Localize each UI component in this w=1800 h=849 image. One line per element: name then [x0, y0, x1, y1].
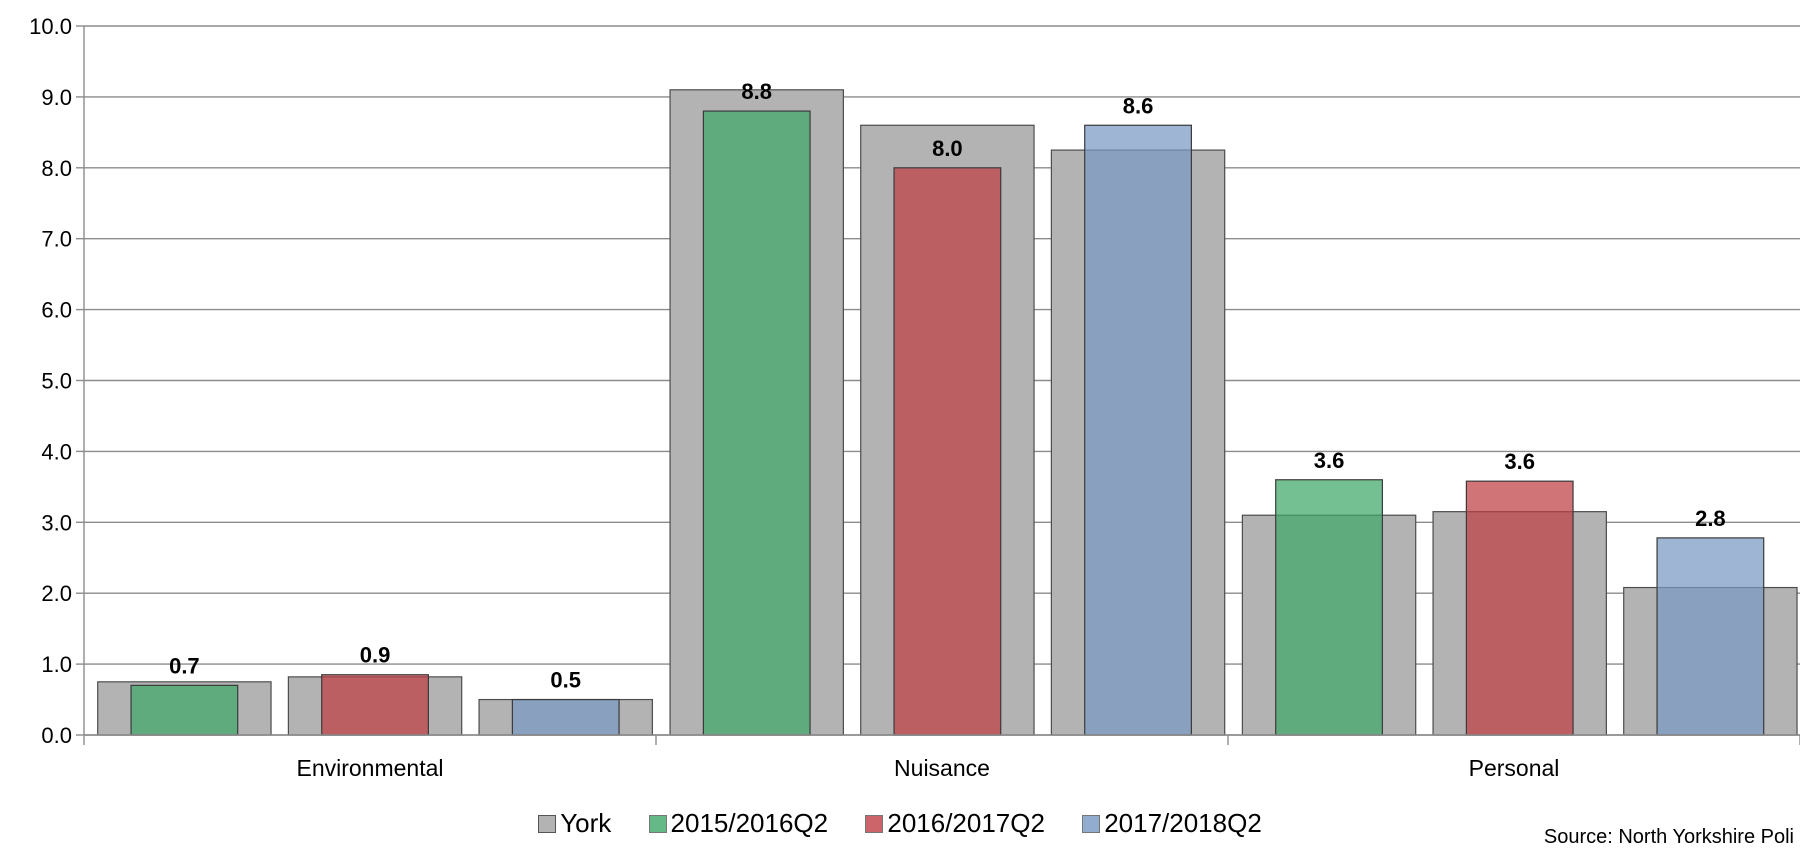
- bar-2017-2018q2-nuisance: [1084, 124, 1192, 736]
- bar-2016-2017q2-environmental: [321, 674, 429, 736]
- legend-label-2016-2017q2: 2016/2017Q2: [887, 808, 1045, 838]
- legend-label-york: York: [560, 808, 612, 838]
- bar-2016-2017q2-personal: [1465, 480, 1574, 736]
- data-label-2016-2017q2-personal: 3.6: [1504, 449, 1535, 474]
- y-tick-label-3-0: 3.0: [41, 510, 72, 535]
- y-tick-label-0-0: 0.0: [41, 723, 72, 748]
- bar-2017-2018q2-personal: [1656, 537, 1765, 736]
- x-tick-label-nuisance: Nuisance: [894, 755, 990, 781]
- data-label-2015-2016q2-environmental: 0.7: [169, 653, 200, 678]
- y-tick-label-7-0: 7.0: [41, 227, 72, 252]
- bar-2015-2016q2-nuisance: [702, 110, 811, 736]
- source-note: Source: North Yorkshire Poli: [1543, 826, 1794, 848]
- bar-2015-2016q2-environmental: [130, 684, 239, 736]
- legend-item-2015-2016q2: 2015/2016Q2: [648, 808, 829, 839]
- data-label-2017-2018q2-environmental: 0.5: [550, 668, 581, 693]
- data-label-2017-2018q2-personal: 2.8: [1695, 506, 1726, 531]
- legend-label-2017-2018q2: 2017/2018Q2: [1104, 808, 1262, 838]
- y-axis: 0.0 1.0 2.0 3.0 4.0 5.0 6.0 7.0 8.0 9.0 10.0: [29, 14, 85, 748]
- bar-2015-2016q2-personal: [1275, 479, 1383, 736]
- data-label-2015-2016q2-personal: 3.6: [1314, 448, 1345, 473]
- y-tick-label-9-0: 9.0: [41, 85, 72, 110]
- x-axis: Environmental Nuisance Personal: [83, 734, 1800, 781]
- x-tick-label-environmental: Environmental: [296, 755, 443, 781]
- y-tick-label-4-0: 4.0: [41, 439, 72, 464]
- legend-swatch-2015-2016q2: [648, 815, 667, 833]
- data-label-2016-2017q2-environmental: 0.9: [360, 643, 391, 668]
- legend-item-york: York: [538, 808, 611, 839]
- data-label-2017-2018q2-nuisance: 8.6: [1123, 93, 1154, 118]
- data-label-2016-2017q2-nuisance: 8.0: [932, 136, 963, 161]
- legend-label-2015-2016q2: 2015/2016Q2: [670, 808, 829, 838]
- legend-swatch-2017-2018q2: [1082, 815, 1101, 833]
- legend-swatch-york: [538, 815, 557, 833]
- bars: [97, 89, 1798, 736]
- x-tick-label-personal: Personal: [1469, 755, 1560, 781]
- legend-item-2017-2018q2: 2017/2018Q2: [1082, 808, 1262, 839]
- y-tick-label-6-0: 6.0: [41, 298, 72, 323]
- y-tick-label-2-0: 2.0: [41, 581, 72, 606]
- data-labels: 0.7 0.9 0.5 8.8 8.0 8.6 3.6 3.6 2.8: [169, 79, 1726, 692]
- y-tick-label-1-0: 1.0: [41, 652, 72, 677]
- y-tick-label-8-0: 8.0: [41, 156, 72, 181]
- bar-2016-2017q2-nuisance: [893, 167, 1002, 736]
- bar-2017-2018q2-environmental: [511, 698, 620, 736]
- legend: York 2015/2016Q2 2016/2017Q2 2017/2018Q2: [0, 808, 1800, 839]
- legend-item-2016-2017q2: 2016/2017Q2: [865, 808, 1045, 839]
- legend-swatch-2016-2017q2: [865, 815, 884, 833]
- y-tick-label-5-0: 5.0: [41, 369, 72, 394]
- data-label-2015-2016q2-nuisance: 8.8: [741, 79, 772, 104]
- y-tick-label-10-0: 10.0: [29, 14, 72, 39]
